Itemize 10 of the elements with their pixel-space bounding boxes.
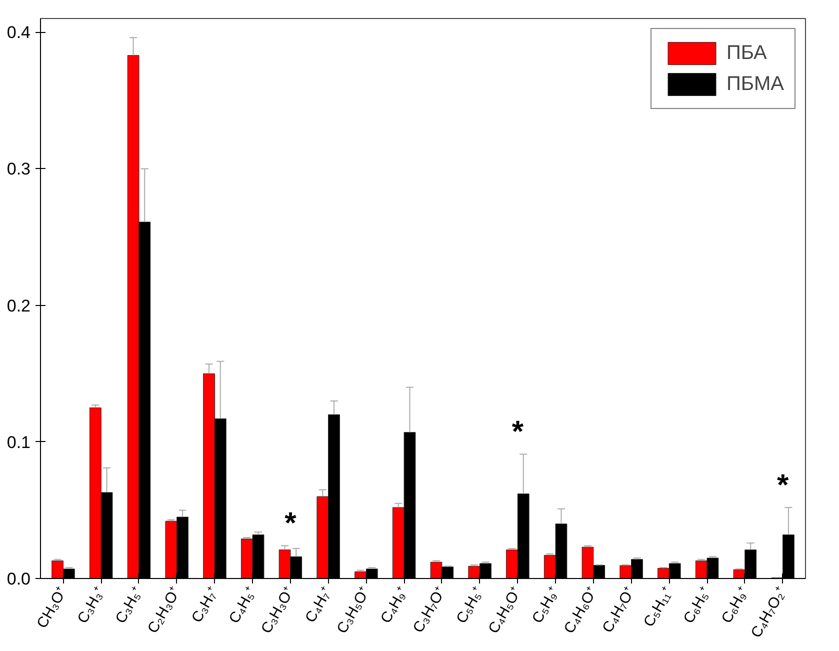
- y-tick-label: 0.4: [6, 23, 31, 42]
- y-tick-label: 0.2: [6, 296, 31, 316]
- annotation: *: [512, 416, 524, 449]
- y-tick-label: 0.3: [6, 160, 31, 179]
- annotation: *: [284, 507, 297, 540]
- y-tick-label: 0.0: [6, 570, 31, 588]
- y-tick-label: 0.1: [6, 432, 31, 452]
- legend-label: ПБА: [726, 42, 767, 64]
- annotation: *: [776, 468, 789, 502]
- legend-label: ПБМА: [726, 72, 784, 96]
